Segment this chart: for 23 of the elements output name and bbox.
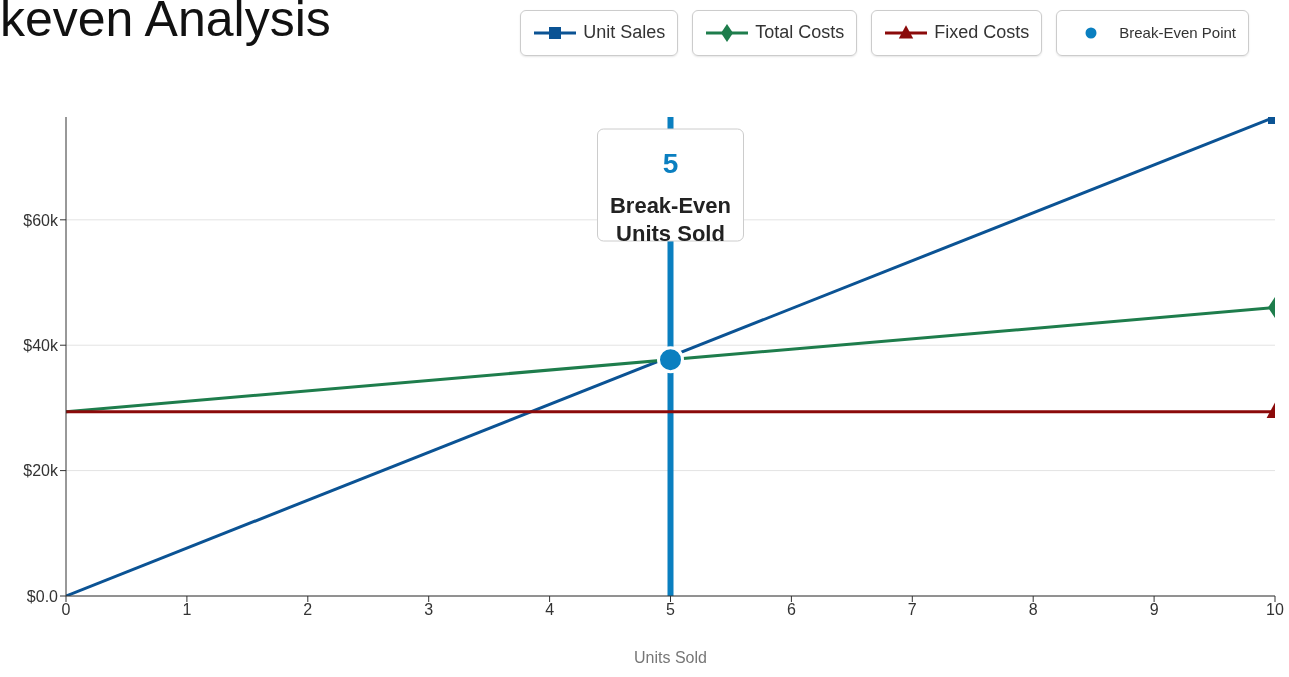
legend-label: Total Costs [755, 22, 845, 43]
y-tick-label: $60k [23, 211, 59, 229]
legend-label: Unit Sales [583, 22, 666, 43]
x-tick-label: 6 [786, 601, 796, 619]
legend-label: Break-Even Point [1119, 23, 1236, 42]
y-tick-label: $20k [23, 462, 59, 480]
x-tick-label: 3 [424, 601, 434, 619]
chart-title: keven Analysis [0, 0, 331, 48]
x-tick-label: 1 [182, 601, 192, 619]
legend-label: Fixed Costs [934, 22, 1030, 43]
x-tick-label: 5 [666, 601, 676, 619]
x-tick-label: 4 [545, 601, 555, 619]
x-tick-label: 9 [1149, 601, 1159, 619]
x-tick-label: 7 [907, 601, 917, 619]
y-tick-label: $40k [23, 336, 59, 354]
x-tick-label: 0 [61, 601, 71, 619]
ref-line-label: 5 [662, 148, 679, 179]
annotation: Break-Even Units Sold [609, 193, 732, 246]
x-tick-label: 10 [1266, 601, 1284, 619]
x-axis-title: Units Sold [634, 649, 707, 666]
y-tick-label: $0.0 [26, 587, 59, 605]
x-tick-label: 2 [303, 601, 313, 619]
x-tick-label: 8 [1028, 601, 1038, 619]
